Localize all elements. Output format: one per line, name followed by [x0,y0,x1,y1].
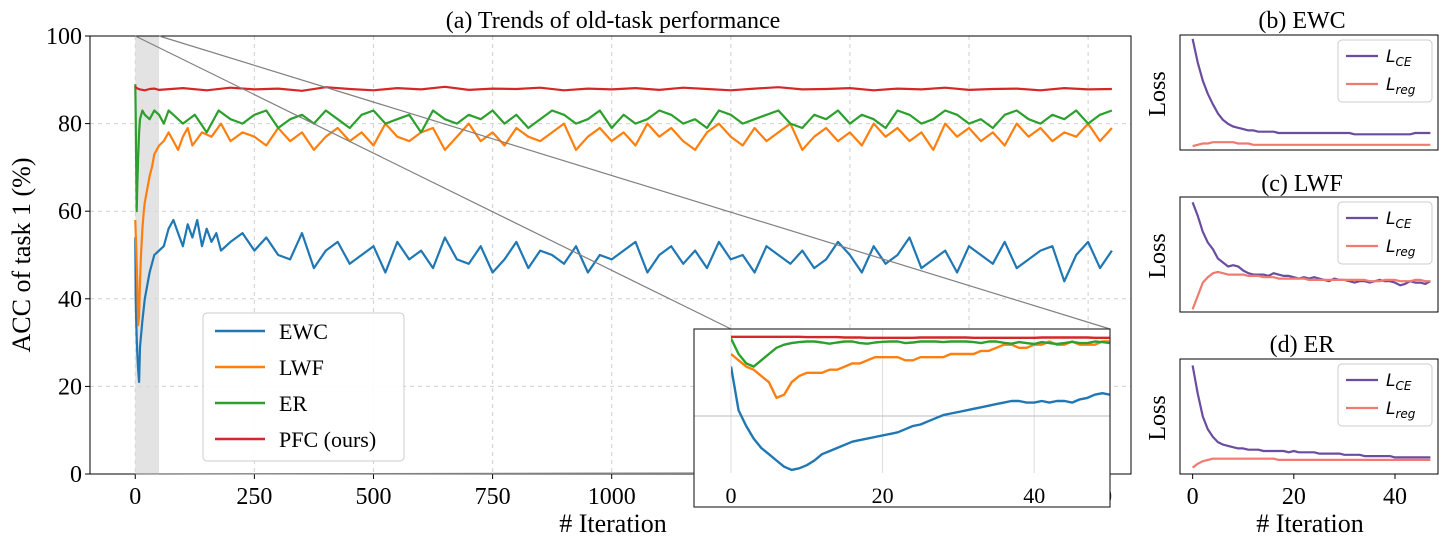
panel-d-legend-box [1337,363,1433,427]
panel-b-legend-label-sub: CE [1395,55,1411,69]
panel-d-legend-label-sub: reg [1395,407,1415,421]
panel-b-line [1192,141,1431,148]
main-ytick-label: 100 [46,24,82,50]
panel-d-xtick-label: 0 [1187,484,1199,510]
panel-b-line [1191,38,1431,136]
panel-c-legend-label: LCE [1386,209,1412,231]
main-xtick-label: 1000 [588,484,636,510]
panel-d-legend-label-main: L [1386,371,1395,391]
zoom-connector [134,35,732,330]
panel-d-xtick-label: 20 [1282,484,1306,510]
panel-b-legend-label-sub: reg [1395,83,1415,97]
main-legend-label: LWF [279,355,324,380]
panel-b-legend-label-main: L [1386,75,1395,95]
main-ytick-label: 60 [58,199,82,225]
inset-xtick-label: 40 [1023,483,1045,508]
panel-c-line [1191,270,1431,310]
main-legend-label: PFC (ours) [279,427,376,452]
panel-d-ylabel: Loss [1145,395,1171,440]
inset-xtick-label: 20 [872,483,894,508]
main-title: (a) Trends of old-task performance [446,8,781,34]
panel-b-frame [1179,34,1439,151]
panel-d-title: (d) ER [1270,332,1335,358]
panel-d-legend-label: Lreg [1386,399,1416,421]
panel-d-legend-label-sub: CE [1395,379,1411,393]
series-line-ewc [134,218,1113,384]
inset-line-ewc [731,366,1110,472]
inset-line-pfc-ours- [731,335,1110,339]
panel-d-xlabel: # Iteration [1256,509,1364,538]
main-legend-box [202,312,405,462]
panel-d-xtick-label: 40 [1383,484,1407,510]
highlight-region [135,36,160,474]
main-ytick-label: 20 [58,374,82,400]
main-legend-label: ER [279,391,307,416]
panel-d-frame [1179,358,1439,475]
panel-c-legend-box [1337,201,1433,265]
panel-c-title: (c) LWF [1261,171,1343,197]
series-line-er [134,84,1113,213]
panel-c-legend-label-main: L [1386,237,1395,257]
main-ylabel: ACC of task 1 (%) [7,158,36,353]
panel-b-title: (b) EWC [1258,8,1345,34]
panel-b-legend-box [1337,39,1433,103]
inset-line-er [731,337,1110,368]
main-ytick-label: 40 [58,287,82,313]
panel-c-legend-label-sub: reg [1395,245,1415,259]
panel-c-frame [1179,196,1439,313]
main-xtick-label: 0 [129,484,141,510]
main-ytick-label: 80 [58,112,82,138]
panel-c-ylabel: Loss [1145,233,1171,278]
main-ytick-label: 0 [70,462,82,488]
inset-xtick-label: 0 [726,483,737,508]
panel-c-legend-label: Lreg [1386,237,1416,259]
panel-b-legend-label: LCE [1386,47,1412,69]
panel-d-line [1191,457,1431,469]
inset-frame [693,328,1111,508]
main-legend-label: EWC [279,319,328,344]
main-xlabel: # Iteration [559,509,667,538]
panel-b-ylabel: Loss [1145,71,1171,116]
panel-b-legend-label-main: L [1386,47,1395,67]
series-line-lwf [134,122,1113,327]
main-xtick-label: 250 [236,484,272,510]
panel-c-legend-label-sub: CE [1395,217,1411,231]
main-xtick-label: 500 [355,484,391,510]
panel-b-legend-label: Lreg [1386,75,1416,97]
inset-background [694,329,1110,507]
panel-d-legend-label-main: L [1386,399,1395,419]
panel-d-legend-label: LCE [1386,371,1412,393]
series-line-pfc-ours- [134,85,1112,92]
panel-d-line [1191,365,1431,459]
main-xtick-label: 750 [475,484,511,510]
panel-c-line [1191,201,1431,287]
zoom-connector [158,35,1111,330]
panel-c-legend-label-main: L [1386,209,1395,229]
